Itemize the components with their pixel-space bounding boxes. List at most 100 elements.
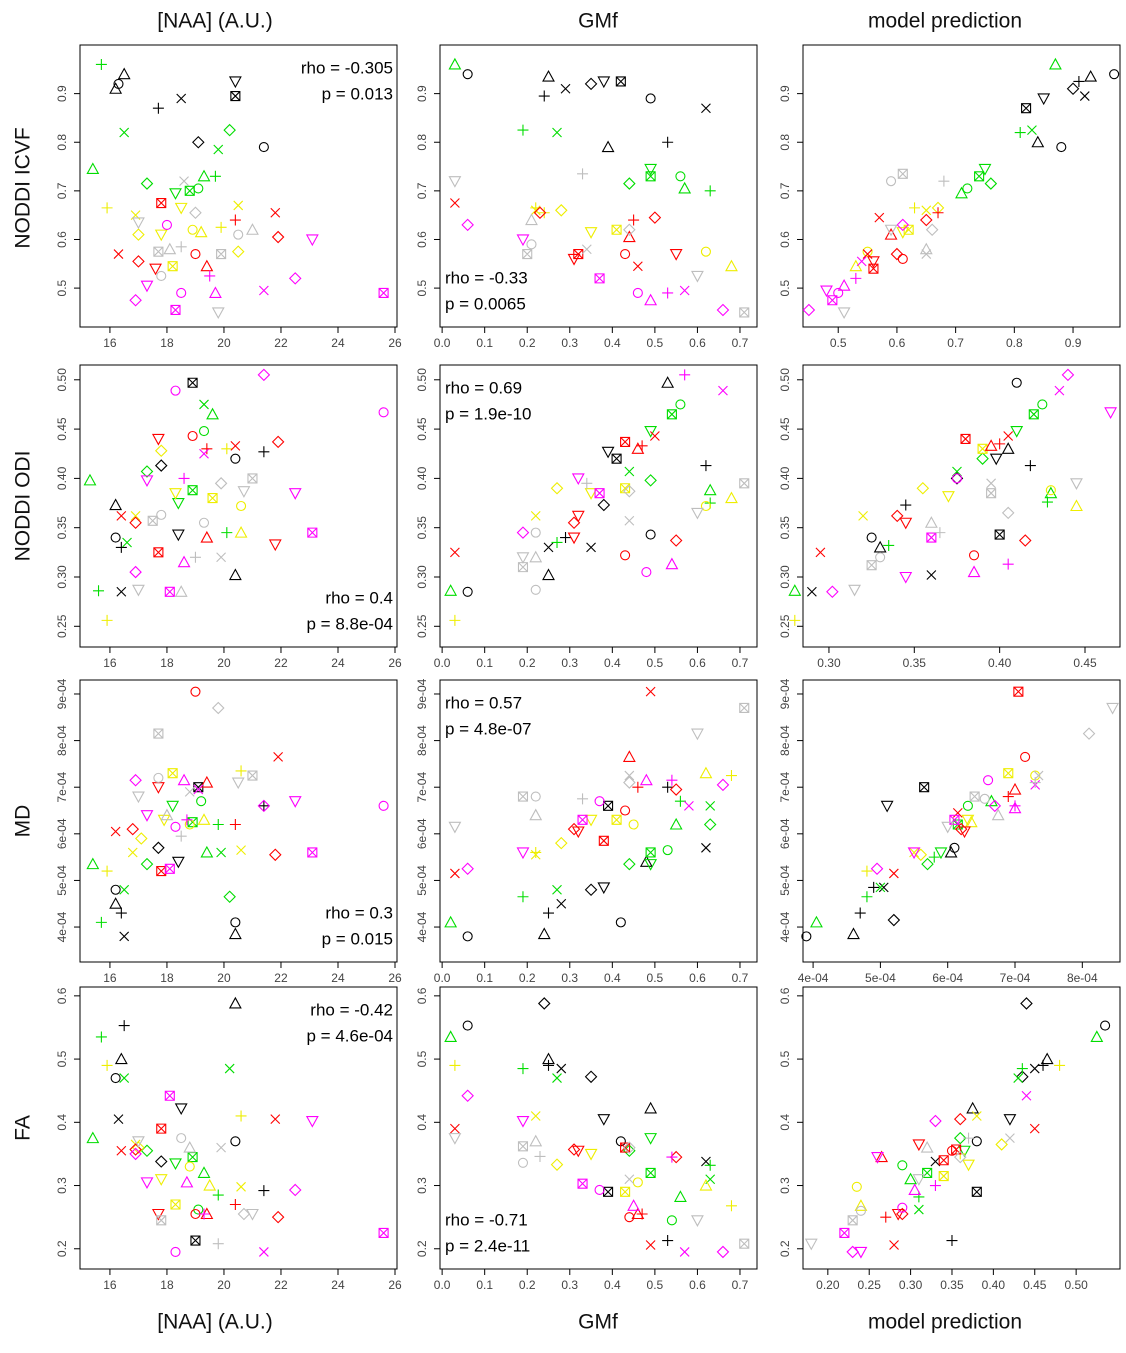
data-point xyxy=(986,478,997,489)
data-point xyxy=(850,272,862,284)
data-point xyxy=(690,1215,704,1227)
x-tick-label: 0.40 xyxy=(982,1278,1006,1292)
data-point xyxy=(288,488,302,500)
data-point xyxy=(704,185,716,197)
y-tick-label: 0.50 xyxy=(55,368,69,392)
data-point xyxy=(117,67,131,80)
panel: 0.30 0.35 0.40 0.45 0.25 0.30 0.35 0.40 0.45 0.50 xyxy=(778,364,1121,670)
data-point xyxy=(644,1133,658,1145)
data-point xyxy=(571,510,585,523)
data-point xyxy=(560,83,571,94)
y-tick-label: 4e-04 xyxy=(415,911,429,942)
data-point xyxy=(246,1208,259,1221)
data-point xyxy=(739,307,750,318)
data-point xyxy=(233,229,244,240)
y-tick-label: 0.5 xyxy=(778,1050,792,1067)
data-point xyxy=(725,770,737,782)
y-tick-label: 4e-04 xyxy=(778,911,792,942)
x-tick-label: 24 xyxy=(331,971,345,985)
data-point xyxy=(556,898,567,909)
data-point xyxy=(517,124,529,136)
x-tick-label: 22 xyxy=(274,971,288,985)
data-point xyxy=(725,491,738,504)
data-point xyxy=(119,884,130,895)
data-point xyxy=(739,1238,750,1249)
data-point xyxy=(623,857,636,871)
data-point xyxy=(270,1114,281,1125)
data-point xyxy=(701,1156,711,1167)
data-point xyxy=(522,249,533,260)
panel: 0.20 0.25 0.30 0.35 0.40 0.45 0.50 0.2 0.3 0.4 0.5… xyxy=(778,986,1121,1292)
data-point xyxy=(662,136,674,148)
plot-frame xyxy=(439,44,758,328)
annotation: rho = 0.69 xyxy=(445,378,522,397)
data-point xyxy=(986,488,997,499)
x-tick-label: 5e-04 xyxy=(865,971,896,985)
data-point xyxy=(700,460,712,472)
x-tick-label: 0.5 xyxy=(647,971,664,985)
data-point xyxy=(450,1123,460,1134)
data-point xyxy=(969,791,980,802)
data-point xyxy=(908,1183,922,1196)
x-tick-label: 0.7 xyxy=(732,656,749,670)
data-point xyxy=(151,1208,165,1221)
data-point xyxy=(537,997,551,1010)
data-point xyxy=(129,516,142,530)
data-point xyxy=(95,1031,107,1043)
panel: 16 18 20 22 24 26 0.5 0.6 0.7 0.8 0.9 rho = -0.305 p… xyxy=(55,44,402,350)
data-point xyxy=(156,197,167,209)
x-tick-label: 20 xyxy=(217,971,231,985)
data-point xyxy=(160,808,174,821)
data-point xyxy=(198,426,210,437)
data-point xyxy=(1037,93,1051,106)
data-point xyxy=(164,863,175,874)
x-tick-label: 16 xyxy=(103,336,117,350)
data-point xyxy=(615,917,626,928)
data-point xyxy=(199,448,209,459)
y-tick-label: 7e-04 xyxy=(778,772,792,803)
annotation: rho = 0.4 xyxy=(325,588,393,607)
x-tick-label: 4e-04 xyxy=(798,971,829,985)
y-tick-label: 0.5 xyxy=(55,279,69,296)
x-tick-label: 18 xyxy=(160,1278,174,1292)
y-tick-label: 0.2 xyxy=(415,1240,429,1257)
data-point xyxy=(920,1140,934,1153)
data-point xyxy=(875,882,886,893)
data-point xyxy=(258,285,269,296)
data-point xyxy=(904,1172,918,1185)
data-point xyxy=(900,499,912,511)
data-point xyxy=(450,198,460,208)
data-point xyxy=(129,773,142,787)
data-point xyxy=(739,702,750,714)
data-point xyxy=(953,1150,967,1164)
data-point xyxy=(530,527,541,538)
data-point xyxy=(118,1020,130,1032)
x-tick-label: 0.0 xyxy=(434,971,451,985)
x-tick-label: 0.1 xyxy=(476,971,493,985)
x-tick-label: 22 xyxy=(274,1278,288,1292)
data-point xyxy=(611,224,622,235)
data-point xyxy=(190,1235,201,1246)
data-point xyxy=(701,103,711,114)
data-point xyxy=(620,436,631,447)
data-point xyxy=(921,857,934,871)
data-point xyxy=(229,214,241,226)
data-point xyxy=(229,1199,241,1211)
data-point xyxy=(897,168,908,179)
x-tick-label: 0.4 xyxy=(604,1278,621,1292)
data-point xyxy=(874,212,885,223)
data-point xyxy=(534,1150,546,1162)
x-tick-label: 24 xyxy=(331,1278,345,1292)
data-point xyxy=(175,830,187,842)
y-tick-label: 0.9 xyxy=(55,85,69,102)
data-point xyxy=(623,484,636,498)
panel: 0.0 0.1 0.2 0.3 0.4 0.5 0.6 0.7 4e-04 5e-04 6e-04 7… xyxy=(415,678,758,985)
y-tick-label: 9e-04 xyxy=(778,678,792,709)
y-tick-label: 0.5 xyxy=(55,1050,69,1067)
data-point xyxy=(971,1186,982,1197)
data-point xyxy=(649,431,660,441)
data-point xyxy=(909,847,919,858)
data-point xyxy=(584,1148,598,1161)
data-point xyxy=(237,486,251,498)
data-point xyxy=(896,218,910,232)
